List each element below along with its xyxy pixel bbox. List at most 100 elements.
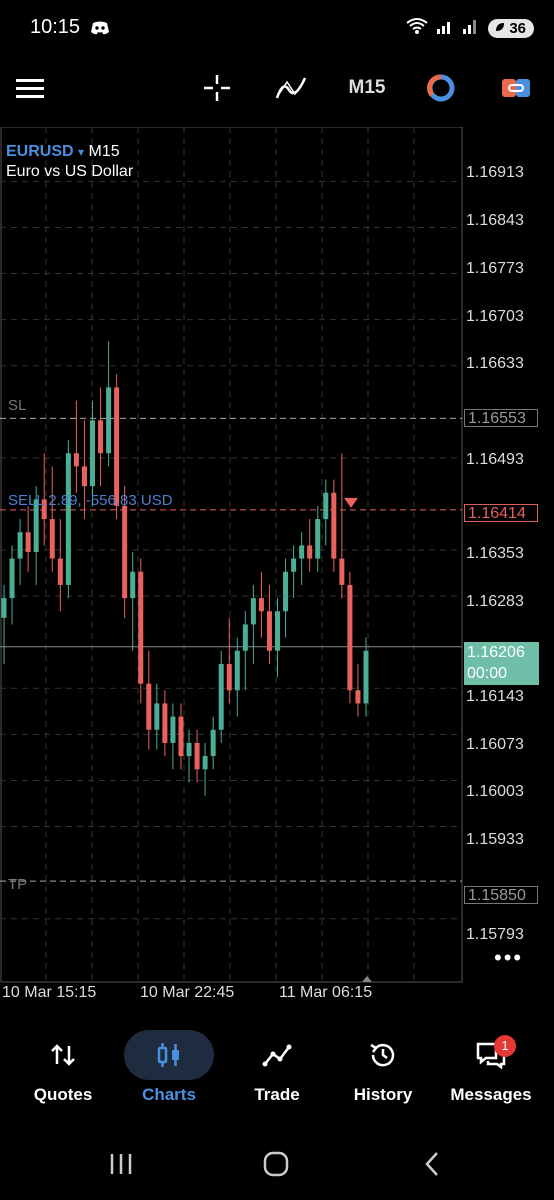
candle-body [258,598,264,612]
price-axis-label: 1.16913 [466,164,524,181]
nav-messages-label: Messages [450,1085,532,1104]
candle-body [57,558,63,585]
indicators-icon[interactable] [273,70,309,106]
back-icon[interactable] [422,1150,442,1183]
battery-level: 36 [509,20,526,37]
sl-price-label: 1.16553 [464,409,538,427]
sell-arrow-marker [344,497,358,508]
price-axis-label: 1.16493 [466,451,524,468]
nav-charts[interactable]: Charts [114,1030,224,1105]
status-bar: 10:15 36 [0,0,554,58]
symbol-name: EURUSD [6,143,74,160]
candle-body [186,742,192,757]
symbol-dropdown-icon: ▾ [78,145,85,159]
candle-body [275,611,281,651]
price-axis-label: 1.16073 [466,736,524,753]
nav-history-label: History [353,1085,413,1104]
status-time: 10:15 [30,16,81,38]
candle-body [1,598,7,618]
candlestick-chart [0,127,463,983]
sell-price-label: 1.16414 [464,504,538,522]
nav-messages[interactable]: Messages [436,1030,546,1105]
candle-body [218,663,224,730]
candle-body [266,611,272,651]
crosshair-icon[interactable] [200,70,234,106]
candle-body [331,492,337,559]
candle-body [307,545,313,559]
tp-price-label: 1.15850 [464,886,538,904]
price-axis-label: 1.16773 [466,260,524,277]
candle-body [315,519,321,559]
candle-body [210,729,216,757]
candle-body [178,716,184,757]
time-axis-label: 11 Mar 06:15 [279,984,373,1001]
candle-body [130,571,136,599]
symbol-description: Euro vs US Dollar [6,163,134,180]
battery-indicator: 36 [488,19,534,38]
price-axis-label: 1.16353 [466,545,524,562]
time-axis-label: 10 Mar 15:15 [2,984,97,1001]
candle-body [49,519,55,559]
candle-body [25,532,31,552]
candle-body [363,650,369,704]
menu-icon[interactable] [14,70,46,106]
price-axis-label: 1.16703 [466,308,524,325]
candle-body [146,683,152,730]
candle-body [242,624,248,651]
candle-body [9,558,15,599]
candle-body [355,690,361,704]
candle-body [33,499,39,552]
price-axis-label: 1.16143 [466,688,524,705]
chart-symbol[interactable]: EURUSD ▾ M15 [6,143,120,161]
nav-quotes[interactable]: Quotes [8,1030,118,1105]
candle-body [138,571,144,684]
candle-body [170,716,176,743]
nav-history[interactable]: History [328,1030,438,1105]
plot-frame [0,127,463,983]
signal-icon [436,17,454,40]
current-price-label: 1.16206 00:00 [464,642,539,685]
candle-body [339,558,345,585]
candle-body [347,584,353,691]
history-icon [328,1030,438,1080]
price-axis-label: 1.15793 [466,926,524,943]
nav-trade[interactable]: Trade [222,1030,332,1105]
new-order-icon[interactable] [499,70,533,106]
timeframe-button[interactable]: M15 [348,77,386,98]
candle-body [65,453,71,585]
one-click-trading-icon[interactable] [424,70,458,106]
candle-body [250,598,256,625]
candle-body [283,571,289,612]
candle-body [299,545,305,559]
signal-roaming-icon [462,17,480,40]
current-price: 1.16206 [467,644,525,661]
nav-charts-label: Charts [142,1085,196,1104]
candle-body [154,703,160,730]
bottom-navigation: Quotes Charts Trade History Messages [0,1030,554,1120]
messages-badge: 1 [494,1035,516,1057]
more-options-icon[interactable]: ••• [494,945,524,970]
system-navigation-bar [0,1130,554,1200]
candle-body [89,420,95,487]
price-axis-label: 1.16003 [466,783,524,800]
bar-countdown: 00:00 [467,665,508,682]
candle-body [98,420,104,454]
price-axis-label: 1.15933 [466,831,524,848]
recent-apps-icon[interactable] [108,1150,134,1183]
symbol-timeframe: M15 [88,143,120,160]
candle-body [162,703,168,743]
candle-body [73,453,79,467]
messages-icon [436,1030,546,1080]
price-chart[interactable]: EURUSD ▾ M15 Euro vs US Dollar SL TP SEL… [0,127,554,1027]
time-axis-label: 10 Mar 22:45 [140,984,235,1001]
trade-icon [222,1030,332,1080]
tp-label: TP [8,876,28,893]
discord-icon [90,20,110,41]
nav-trade-label: Trade [254,1085,300,1104]
candle-body [114,387,120,506]
chart-toolbar: M15 [0,58,554,118]
home-icon[interactable] [262,1150,290,1183]
candle-body [41,499,47,520]
sell-position-label[interactable]: SELL 2.89, -556.83 USD [8,492,173,509]
candle-body [106,387,112,454]
